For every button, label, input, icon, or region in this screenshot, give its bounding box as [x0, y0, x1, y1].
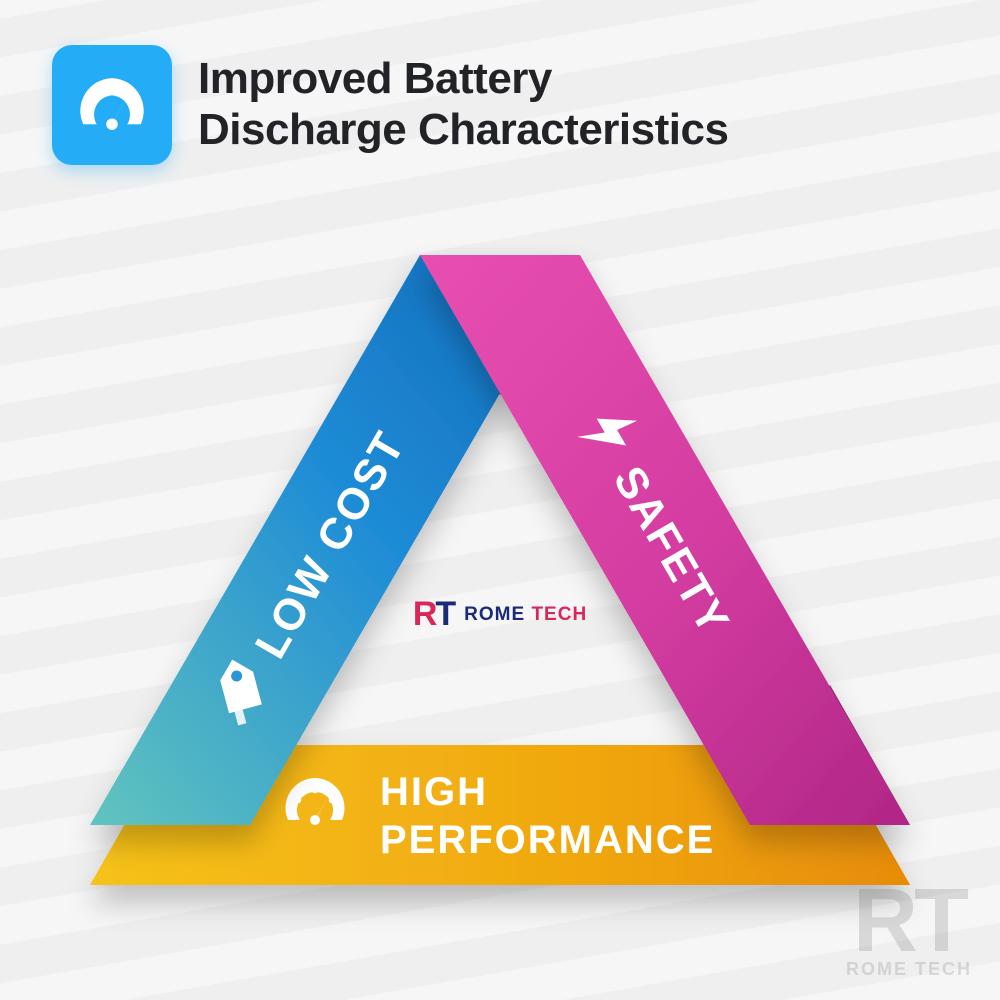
header: Improved BatteryDischarge Characteristic… — [52, 45, 728, 165]
logo-tech: TECH — [531, 604, 587, 625]
band-label-performance: PERFORMANCE — [380, 818, 715, 862]
page-title: Improved BatteryDischarge Characteristic… — [198, 54, 728, 155]
watermark: RT ROME TECH — [846, 883, 972, 981]
logo-name: ROME TECH — [464, 605, 587, 624]
watermark-rt: RT — [846, 883, 972, 960]
title-line1: Improved BatteryDischarge Characteristic… — [198, 54, 728, 154]
gauge-icon — [52, 45, 172, 165]
logo-rome: ROME — [464, 604, 525, 625]
center-logo: RT ROME TECH — [413, 595, 587, 634]
band-label-high: HIGH — [380, 770, 488, 814]
watermark-sub: ROME TECH — [846, 959, 972, 980]
logo-rt: RT — [413, 595, 454, 634]
